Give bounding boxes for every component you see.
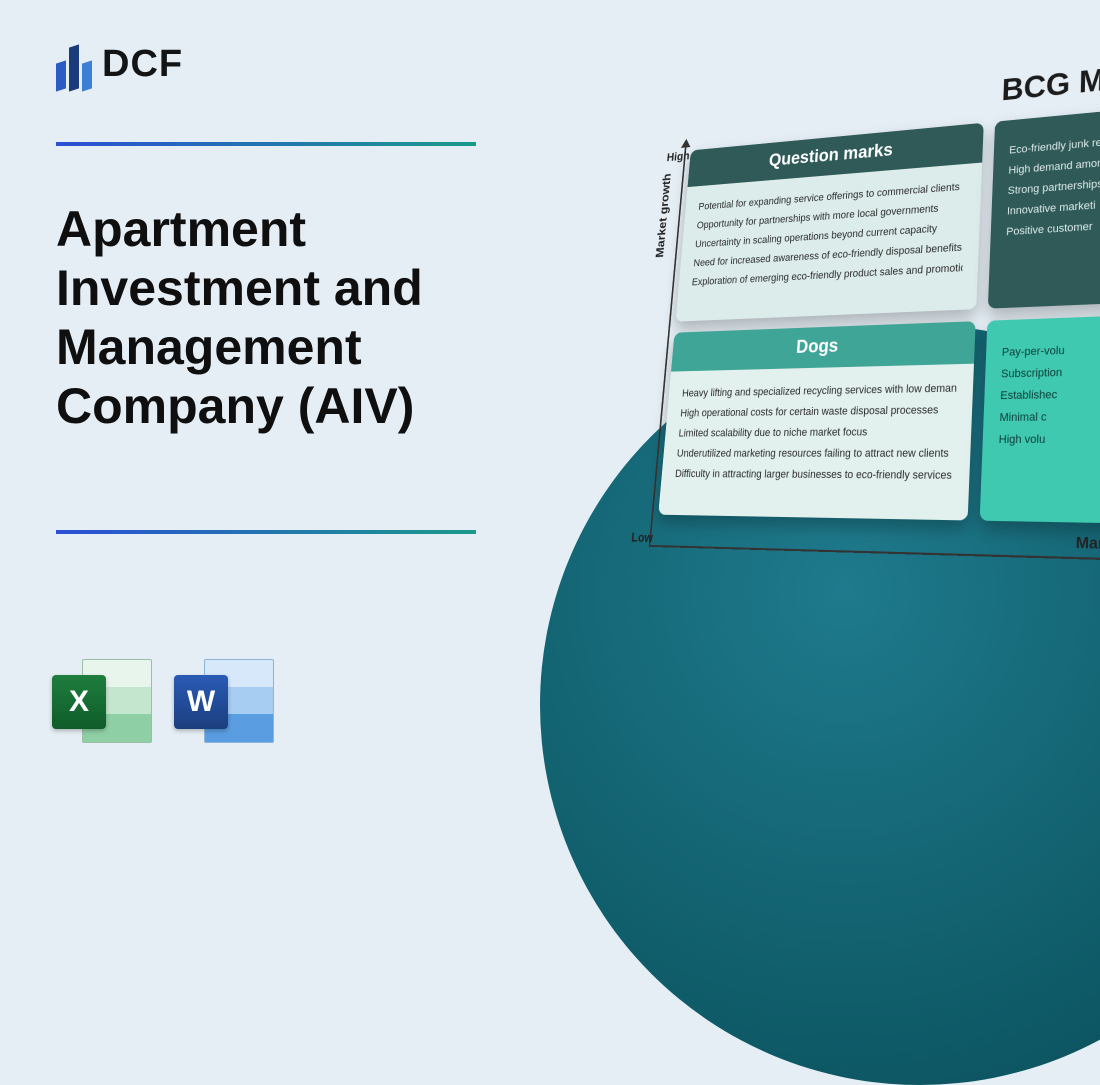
- app-icons: X W: [52, 653, 274, 749]
- bcg-cell-stars: Eco-friendly junk remo High demand among…: [988, 101, 1100, 309]
- axis-low-label: Low: [631, 530, 654, 545]
- dogs-item: Underutilized marketing resources failin…: [676, 443, 955, 465]
- excel-badge-letter: X: [52, 675, 106, 729]
- bcg-cell-question-marks: Question marks Potential for expanding s…: [676, 123, 984, 322]
- dcf-logo-text: DCF: [102, 43, 183, 86]
- bcg-cell-dogs: Dogs Heavy lifting and specialized recyc…: [658, 321, 975, 520]
- divider-top: [56, 142, 476, 146]
- word-badge-letter: W: [174, 675, 228, 729]
- dcf-logo: DCF: [56, 38, 183, 90]
- dogs-item: Limited scalability due to niche market …: [678, 421, 956, 444]
- word-icon: W: [174, 653, 274, 749]
- qm-body: Potential for expanding service offering…: [676, 163, 983, 322]
- cash-item: High volu: [998, 427, 1100, 450]
- cash-item: Minimal c: [999, 404, 1100, 429]
- y-axis-label: Market growth: [653, 173, 673, 258]
- dogs-item: Difficulty in attracting larger business…: [674, 464, 954, 487]
- dcf-logo-bars: [56, 38, 92, 90]
- cash-body: Pay-per-volu Subscription Establishec Mi…: [981, 312, 1100, 477]
- dogs-body: Heavy lifting and specialized recycling …: [658, 364, 974, 521]
- bcg-cell-cash-cows: Pay-per-volu Subscription Establishec Mi…: [980, 312, 1100, 525]
- cash-item: Establishec: [1000, 382, 1100, 408]
- cash-item: Pay-per-volu: [1001, 336, 1100, 364]
- page-title: Apartment Investment and Management Comp…: [56, 200, 496, 436]
- dogs-item: High operational costs for certain waste…: [680, 400, 957, 424]
- bcg-matrix: BCG MATRIX High Low Market growth Questi…: [600, 70, 1100, 544]
- excel-icon: X: [52, 653, 152, 749]
- cash-item: Subscription: [1001, 359, 1100, 386]
- divider-bottom: [56, 530, 476, 534]
- axis-high-label: High: [666, 149, 690, 164]
- stars-body: Eco-friendly junk remo High demand among…: [989, 101, 1100, 267]
